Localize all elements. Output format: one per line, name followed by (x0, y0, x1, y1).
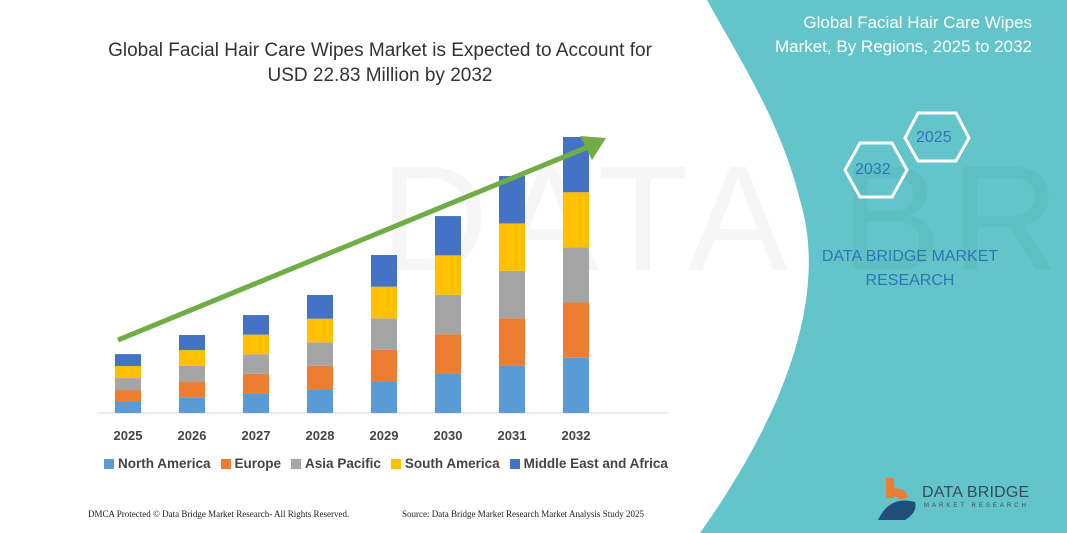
bar-segment-2025-europe (115, 390, 141, 402)
brand-line-1: DATA BRIDGE MARKET (821, 248, 999, 265)
logo-subtitle: MARKET RESEARCH (924, 503, 1029, 509)
x-tick-label: 2026 (178, 428, 207, 443)
brand-text: DATA BRIDGE MARKET RESEARCH (820, 245, 1000, 293)
bar-segment-2030-asia-pacific (435, 294, 461, 335)
logo-name: DATA BRIDGE (922, 484, 1030, 501)
stacked-bar-chart: 2025 2026 2027 2028 2029 2030 2031 2032 (97, 136, 668, 443)
bar-segment-2029-north-america (371, 381, 397, 413)
x-tick-label: 2027 (242, 428, 271, 443)
bar-segment-2026-europe (179, 381, 205, 398)
x-tick-label: 2031 (498, 428, 527, 443)
legend-swatch (509, 458, 520, 469)
legend-item: North America (104, 456, 211, 471)
page-title: Global Facial Hair Care Wipes Market is … (95, 38, 665, 88)
side-panel (700, 0, 1067, 533)
hex-2032 (843, 141, 909, 199)
bar-segment-2030-middle-east-and-africa (435, 216, 461, 256)
bar-segment-2026-asia-pacific (179, 365, 205, 382)
bar-segment-2025-asia-pacific (115, 378, 141, 391)
legend-swatch (291, 458, 302, 469)
x-tick-label: 2030 (434, 428, 463, 443)
trend-arrow-line (117, 144, 589, 343)
bar-segment-2030-europe (435, 334, 461, 374)
bar-segment-2029-south-america (371, 286, 397, 319)
legend-item: Middle East and Africa (509, 456, 668, 471)
bar-segment-2028-asia-pacific (307, 342, 333, 366)
bar-segment-2032-north-america (563, 357, 589, 413)
legend-item: South America (390, 456, 500, 471)
legend-label: Asia Pacific (305, 456, 381, 471)
bar-segment-2025-middle-east-and-africa (115, 354, 141, 367)
legend-swatch (220, 458, 231, 469)
legend-swatch (390, 458, 401, 469)
trend-arrow-head-icon (580, 136, 606, 160)
side-panel-title: Global Facial Hair Care Wipes Market, By… (740, 11, 1032, 59)
bar-segment-2027-north-america (243, 393, 269, 413)
bar-segment-2029-asia-pacific (371, 318, 397, 350)
bar-segment-2025-south-america (115, 366, 141, 379)
legend-label: Europe (234, 456, 282, 471)
bar-segment-2027-europe (243, 373, 269, 394)
bar-segment-2029-europe (371, 349, 397, 382)
bar-segment-2031-europe (499, 318, 525, 366)
x-tick-label: 2032 (562, 428, 591, 443)
bar-segment-2028-middle-east-and-africa (307, 295, 333, 319)
legend-label: South America (404, 456, 500, 471)
bar-segment-2031-asia-pacific (499, 270, 525, 319)
side-title-line-2: Market, By Regions, 2025 to 2032 (774, 37, 1032, 56)
bar-segment-2026-middle-east-and-africa (179, 335, 205, 351)
bar-segment-2031-south-america (499, 223, 525, 271)
bar-segment-2026-north-america (179, 397, 205, 413)
logo-icon (878, 478, 916, 520)
bar-segment-2026-south-america (179, 350, 205, 366)
side-title-line-1: Global Facial Hair Care Wipes (803, 13, 1032, 32)
title-line-1: Global Facial Hair Care Wipes Market is … (108, 40, 652, 61)
bar-segment-2027-middle-east-and-africa (243, 315, 269, 335)
brand-line-2: RESEARCH (865, 272, 955, 289)
legend-item: Europe (220, 456, 282, 471)
legend-label: North America (118, 456, 211, 471)
bar-segment-2031-north-america (499, 365, 525, 413)
legend-swatch (104, 458, 114, 469)
bar-segment-2028-north-america (307, 389, 333, 413)
hex-label-2032: 2032 (855, 161, 891, 178)
hex-label-2025: 2025 (916, 129, 952, 146)
x-tick-label: 2028 (306, 428, 335, 443)
bar-segment-2028-south-america (307, 318, 333, 343)
legend-label: Middle East and Africa (523, 456, 668, 471)
bar-segment-2029-middle-east-and-africa (371, 254, 397, 287)
bar-segment-2032-south-america (563, 192, 589, 248)
bar-segment-2030-north-america (435, 373, 461, 413)
footer-source: Source: Data Bridge Market Research Mark… (402, 509, 644, 519)
x-tick-label: 2029 (370, 428, 399, 443)
bar-segment-2028-europe (307, 365, 333, 390)
hex-2025 (903, 111, 971, 163)
x-tick-label: 2025 (114, 428, 143, 443)
legend-item: Asia Pacific (291, 456, 381, 471)
bar-segment-2030-south-america (435, 255, 461, 295)
bar-segment-2032-asia-pacific (563, 247, 589, 303)
footer-copyright: DMCA Protected © Data Bridge Market Rese… (88, 509, 350, 519)
title-line-2: USD 22.83 Million by 2032 (267, 65, 493, 86)
bar-segment-2027-asia-pacific (243, 354, 269, 374)
bar-segment-2025-north-america (115, 401, 141, 413)
chart-legend: North America Europe Asia Pacific South Ame… (104, 456, 668, 471)
bar-segment-2032-europe (563, 302, 589, 358)
bar-segment-2027-south-america (243, 334, 269, 355)
